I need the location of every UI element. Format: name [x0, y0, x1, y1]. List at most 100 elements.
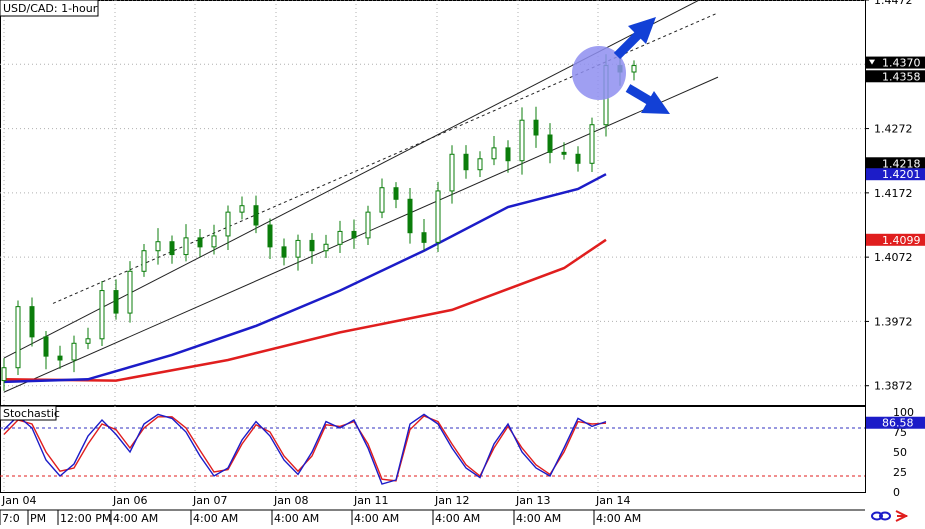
candle-body: [141, 250, 147, 272]
candle-body: [491, 147, 497, 160]
price-tick-label: 1.4172: [874, 187, 913, 200]
candle-body: [575, 153, 581, 164]
stochastic-current-label: 86.58: [882, 417, 914, 430]
highlight-circle: [572, 46, 626, 100]
arrow-down-icon: [625, 84, 670, 114]
candle-body: [71, 342, 77, 361]
stochastic-d-line: [3, 415, 607, 482]
price-tick-label: 1.4072: [874, 251, 913, 264]
candle-body: [113, 290, 119, 314]
time-label: 4:00 AM: [516, 512, 561, 525]
stochastic-tick-label: 50: [893, 446, 907, 459]
time-label: 4:00 AM: [193, 512, 238, 525]
time-label: 7:0: [2, 512, 20, 525]
candle-body: [533, 119, 539, 136]
candle-body: [351, 230, 357, 239]
price-badge-label: 1.4099: [882, 234, 921, 247]
candle-body: [379, 187, 385, 213]
price-tick-label: 1.4472: [874, 0, 913, 7]
ma-fast-line: [3, 173, 607, 384]
price-tick-label: 1.3972: [874, 315, 913, 328]
price-badge-ma-slow: [866, 233, 925, 246]
candle-body: [197, 237, 203, 248]
arrow-up-icon: [613, 17, 656, 60]
candle-body: [547, 134, 553, 153]
candle-body: [561, 151, 567, 155]
grid: [0, 0, 866, 493]
candle-body: [239, 205, 245, 213]
price-badge-label: 1.4218: [882, 157, 921, 170]
candle-body: [267, 224, 273, 248]
candle-body: [309, 239, 315, 252]
candle-body: [337, 230, 343, 245]
stochastic-tick-label: 75: [893, 426, 907, 439]
candle-body: [169, 241, 175, 256]
candle-body: [295, 239, 301, 258]
date-label: Jan 14: [595, 494, 630, 507]
time-label: 4:00 AM: [113, 512, 158, 525]
date-label: Jan 04: [1, 494, 36, 507]
date-label: Jan 13: [515, 494, 550, 507]
candle-body: [477, 158, 483, 171]
candle-body: [449, 153, 455, 192]
price-badge-ma-fast: [866, 168, 925, 181]
candle-body: [57, 355, 63, 361]
candle-body: [127, 270, 133, 314]
candle-body: [281, 246, 287, 258]
moving-averages: [3, 173, 607, 384]
candle-body: [589, 124, 595, 164]
candle-body: [505, 147, 511, 162]
stochastic-current-badge: [866, 416, 925, 429]
candle-body: [225, 211, 231, 237]
stochastic-tick-label: 0: [893, 486, 900, 499]
price-tick-label: 1.4272: [874, 123, 913, 136]
candle-body: [43, 336, 49, 357]
candle-body: [421, 232, 427, 243]
channel-mid-line: [52, 12, 719, 304]
time-label: 4:00 AM: [596, 512, 641, 525]
chart-title-box: USD/CAD: 1-hour: [0, 0, 99, 17]
candle-body: [211, 235, 217, 248]
date-label: Jan 11: [353, 494, 388, 507]
stochastic-k-line: [3, 413, 607, 485]
candle-body: [183, 237, 189, 256]
candle-body: [15, 306, 21, 369]
stochastic-tick-label: 100: [893, 406, 914, 419]
price-badge-label: 1.4201: [882, 168, 921, 181]
indicator-title: Stochastic: [3, 407, 60, 420]
candle-body: [155, 241, 161, 252]
candle-body: [365, 211, 371, 239]
price-badge-label: 1.4370: [882, 57, 921, 70]
time-label: 4:00 AM: [435, 512, 480, 525]
stochastic-panel-frame: [0, 406, 866, 493]
time-label: 4:00 AM: [354, 512, 399, 525]
exit-arrow-icon[interactable]: [895, 510, 909, 522]
stochastic-tick-label: 25: [893, 466, 907, 479]
ma-slow-line: [3, 238, 607, 382]
candle-body: [519, 119, 525, 162]
candle-body: [29, 306, 35, 338]
date-label: Jan 06: [112, 494, 147, 507]
candle-body: [435, 190, 441, 243]
indicator-title-box: Stochastic: [0, 405, 60, 421]
candle-body: [407, 198, 413, 234]
chart-title: USD/CAD: 1-hour: [3, 2, 98, 15]
channel-lower-line: [3, 76, 719, 393]
candle-body: [85, 338, 91, 344]
date-label: Jan 08: [273, 494, 308, 507]
candle-body: [393, 187, 399, 200]
candle-body: [463, 153, 469, 171]
price-badge-previous: [866, 70, 925, 83]
candle-body: [253, 205, 259, 226]
price-badge-level: [866, 157, 925, 170]
time-label: 4:00 AM: [274, 512, 319, 525]
candle-body: [99, 290, 105, 340]
time-label: 12:00 PM: [60, 512, 111, 525]
price-badge-current: [866, 56, 925, 69]
link-icon[interactable]: [871, 511, 891, 521]
candles: [1, 54, 637, 391]
stochastic-panel: [0, 413, 865, 485]
candle-body: [1, 367, 7, 382]
annotations: [572, 17, 670, 114]
